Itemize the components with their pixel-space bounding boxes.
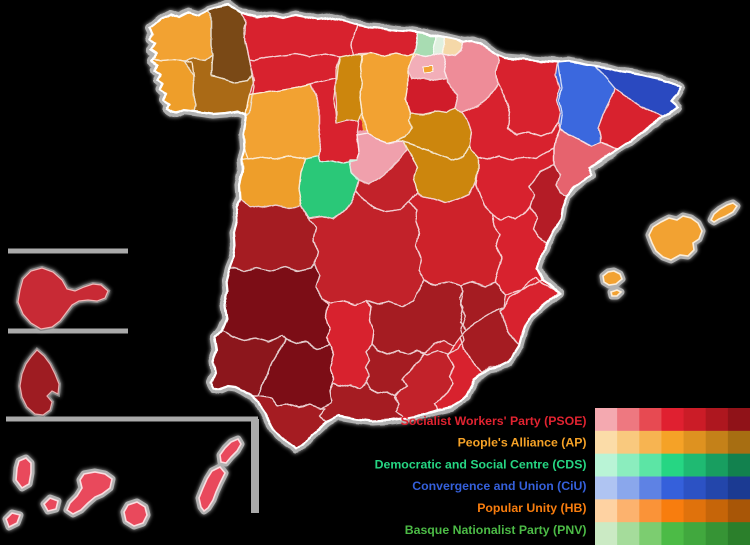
svg-text:People's Alliance (AP): People's Alliance (AP): [458, 436, 587, 450]
svg-text:Democratic and Social Centre (: Democratic and Social Centre (CDS): [375, 457, 587, 471]
svg-text:Socialist Workers' Party (PSOE: Socialist Workers' Party (PSOE): [401, 414, 587, 428]
svg-text:Basque Nationalist Party (PNV): Basque Nationalist Party (PNV): [405, 523, 587, 537]
svg-text:Popular Unity (HB): Popular Unity (HB): [477, 501, 586, 515]
svg-text:Convergence and Union (CiU): Convergence and Union (CiU): [412, 479, 586, 493]
